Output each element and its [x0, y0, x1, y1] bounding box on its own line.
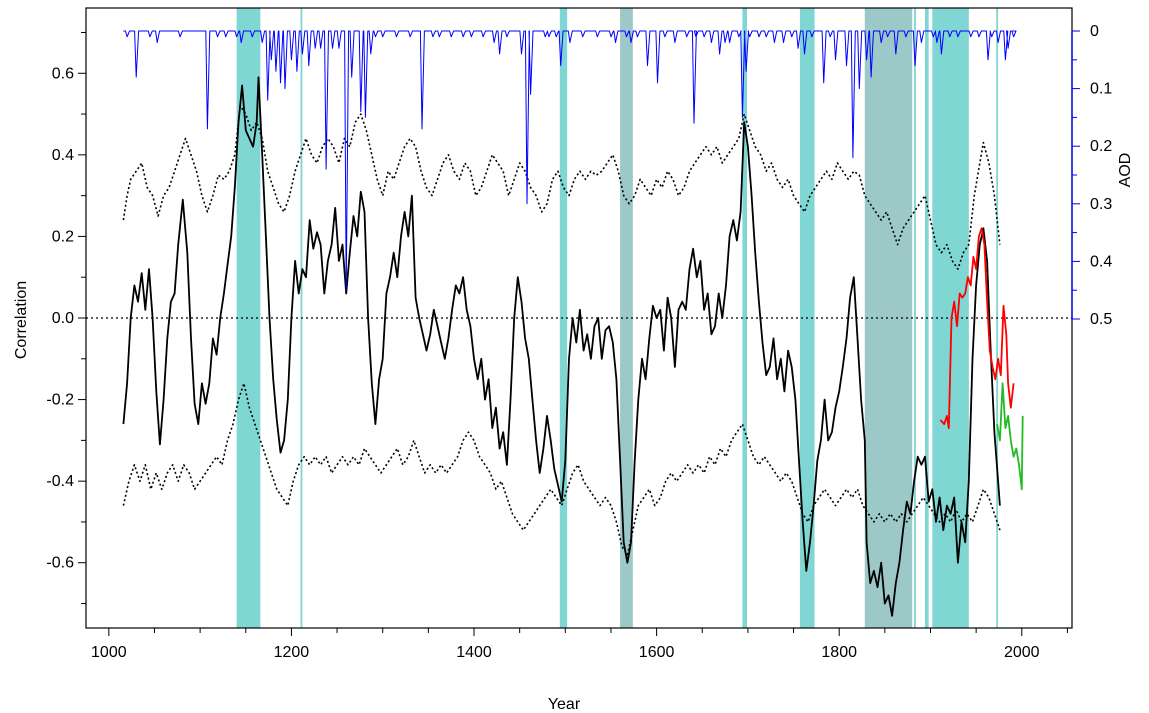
x-tick-label: 1400	[456, 644, 492, 661]
y-axis-left: -0.6 -0.4 -0.2 0.0 0.2 0.4 0.6	[46, 31, 86, 605]
series-line-3	[939, 227, 1015, 429]
series-line-4	[996, 382, 1024, 491]
series-line-2	[122, 382, 1001, 556]
series-layer	[122, 30, 1024, 617]
y-tick-label: -0.4	[46, 473, 74, 490]
y-tick-label: -0.2	[46, 392, 74, 409]
shaded-period	[914, 8, 916, 628]
y-tick-label: 0.0	[52, 310, 74, 327]
x-tick-label: 1000	[91, 644, 127, 661]
y-axis-label: Correlation	[13, 281, 30, 359]
y2-tick-label: 0	[1090, 23, 1099, 40]
y-tick-label: 0.6	[52, 65, 74, 82]
y2-tick-label: 0.2	[1090, 138, 1112, 155]
y2-tick-label: 0.3	[1090, 196, 1112, 213]
shaded-period	[742, 8, 747, 628]
shaded-period	[559, 8, 568, 628]
shaded-period	[236, 8, 261, 628]
y2-tick-label: 0.1	[1090, 81, 1112, 98]
x-axis: 1000 1200 1400 1600 1800 2000	[91, 628, 1068, 661]
x-tick-label: 1200	[274, 644, 310, 661]
y-tick-label: 0.2	[52, 228, 74, 245]
y2-axis-label: AOD	[1117, 153, 1134, 188]
y2-tick-label: 0.5	[1090, 311, 1112, 328]
series-line-0	[122, 76, 1001, 617]
x-tick-label: 1600	[639, 644, 675, 661]
x-axis-label: Year	[548, 696, 581, 713]
x-tick-label: 2000	[1004, 644, 1040, 661]
y-tick-label: 0.4	[52, 147, 74, 164]
y-tick-label: -0.6	[46, 555, 74, 572]
aod-series-line	[123, 30, 1017, 291]
x-tick-label: 1800	[821, 644, 857, 661]
y2-tick-label: 0.4	[1090, 253, 1112, 270]
y-axis-right: 0 0.1 0.2 0.3 0.4 0.5	[1071, 23, 1112, 328]
